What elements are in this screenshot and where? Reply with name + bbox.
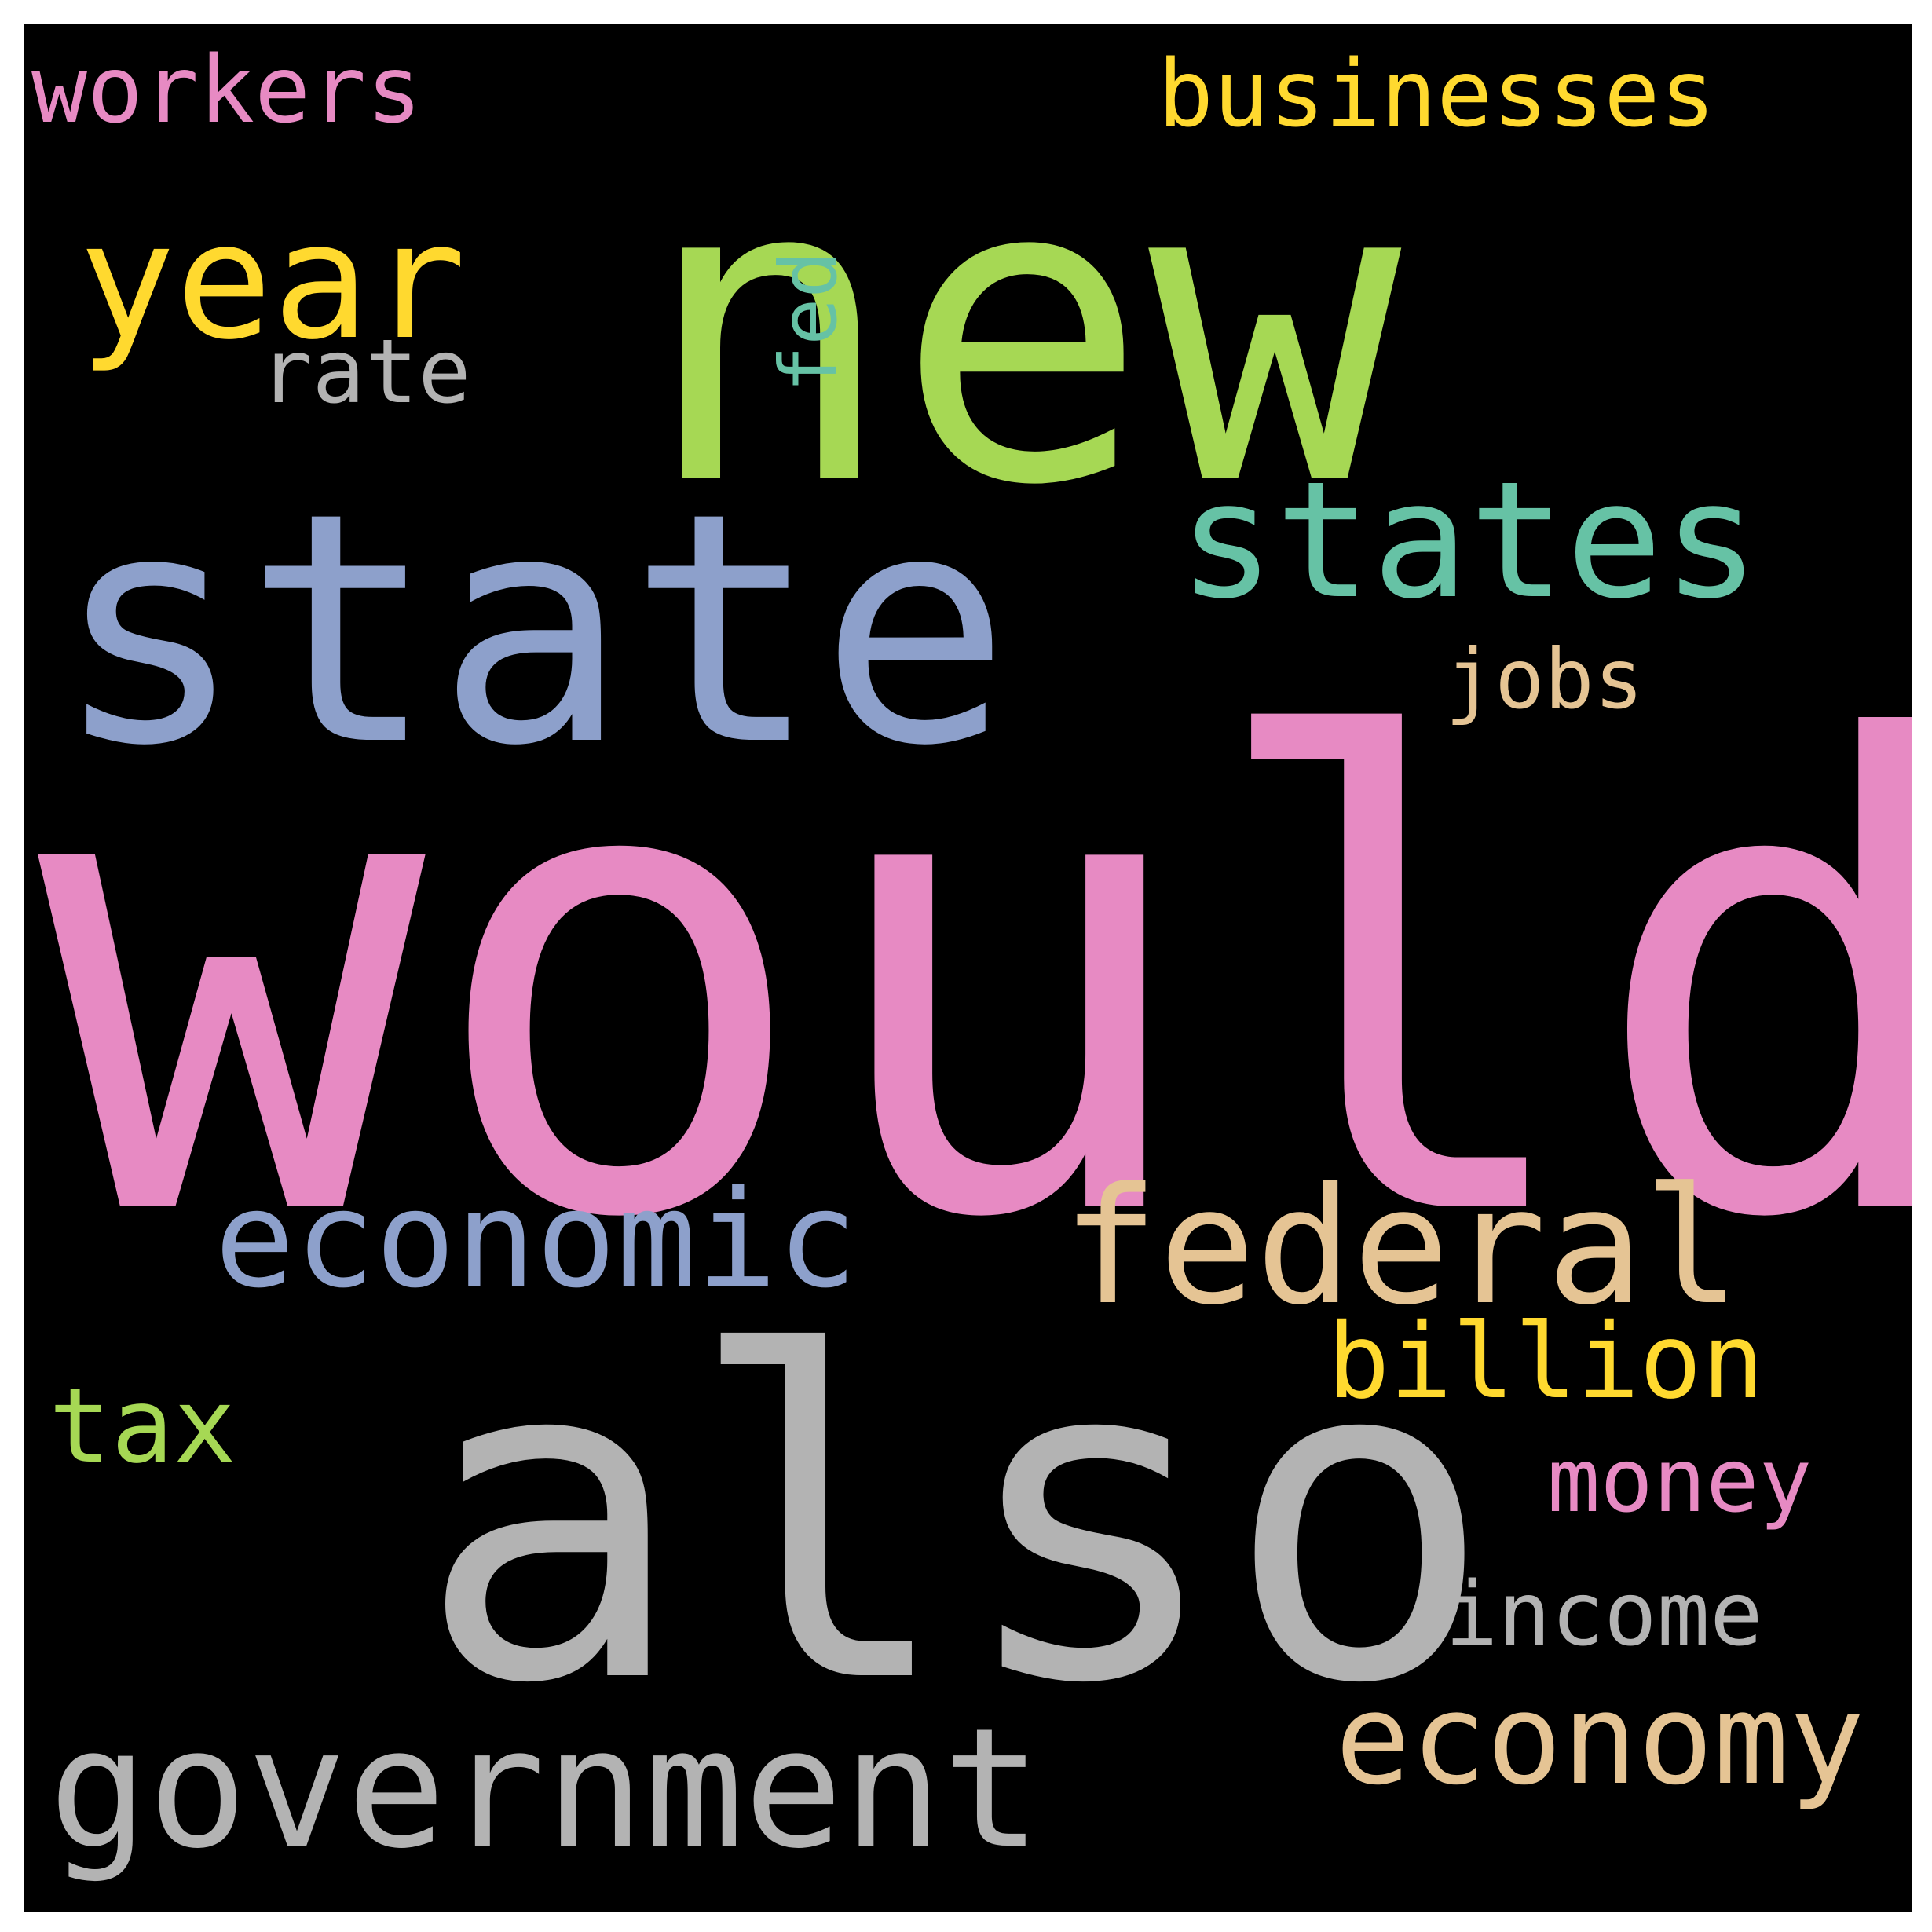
word-workers: workers <box>31 35 423 145</box>
word-fed: fed <box>763 251 854 393</box>
word-also: also <box>416 1260 1495 1781</box>
word-billion: billion <box>1327 1301 1765 1422</box>
word-rate: rate <box>259 320 471 423</box>
word-new: new <box>642 88 1402 578</box>
word-money: money <box>1547 1429 1813 1532</box>
word-income: income <box>1445 1563 1763 1666</box>
word-businesses: businesses <box>1158 39 1716 148</box>
word-economy: economy <box>1335 1666 1865 1813</box>
word-states: states <box>1178 448 1760 635</box>
word-tax: tax <box>49 1365 236 1487</box>
word-jobs: jobs <box>1445 631 1644 728</box>
word-government: government <box>49 1692 1042 1886</box>
word-would: would <box>38 609 1912 1359</box>
word-cloud: would also new state government federal … <box>24 24 1912 1912</box>
word-year: year <box>79 188 467 376</box>
word-federal: federal <box>1062 1154 1740 1341</box>
word-economic: economic <box>214 1162 858 1318</box>
word-state: state <box>53 445 1012 816</box>
